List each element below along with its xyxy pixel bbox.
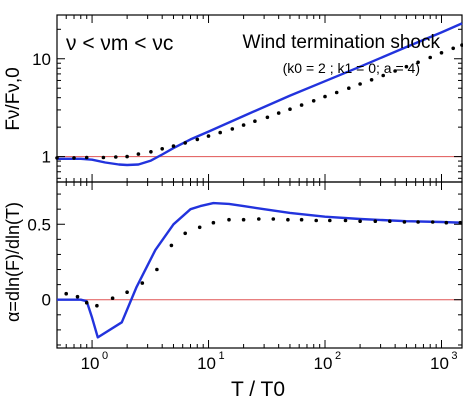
data-point	[149, 150, 153, 154]
data-point	[141, 281, 145, 285]
data-point	[328, 219, 332, 223]
data-point	[257, 217, 261, 221]
data-point	[253, 119, 257, 123]
data-point	[72, 156, 76, 160]
data-point	[172, 144, 176, 148]
data-point	[114, 155, 118, 159]
y-tick-label: 0.5	[27, 215, 51, 234]
data-point	[125, 290, 129, 294]
bottom-panel-ticks	[57, 182, 462, 348]
data-point	[64, 292, 68, 296]
data-point	[403, 220, 407, 224]
data-point	[272, 217, 276, 221]
data-point	[344, 219, 348, 223]
data-point	[111, 296, 115, 300]
data-point	[227, 218, 231, 222]
model-curve-line	[57, 203, 462, 337]
x-axis-label: T / T0	[231, 378, 285, 401]
x-tick-exponent: 0	[102, 350, 108, 362]
data-point	[288, 107, 292, 111]
top-y-tick-labels: 1 10	[32, 50, 51, 167]
data-point	[160, 147, 164, 151]
data-point	[358, 82, 362, 86]
data-point	[416, 220, 420, 224]
x-tick-exponent: 3	[451, 350, 457, 362]
data-point	[55, 156, 59, 160]
data-point	[183, 232, 187, 236]
data-point	[137, 152, 141, 156]
x-tick-labels: 10 0 10 1 10 2 10 3	[81, 350, 458, 373]
data-point	[231, 127, 235, 131]
frequency-regime-annotation: ν < νm < νc	[66, 32, 173, 55]
data-point	[95, 304, 99, 308]
chart-title: Wind termination shock	[243, 32, 441, 53]
data-point	[218, 131, 222, 135]
top-y-axis-label: Fν/Fν,0	[3, 67, 24, 130]
data-point	[388, 219, 392, 223]
data-point	[451, 47, 455, 51]
data-point	[125, 155, 129, 159]
data-point	[207, 134, 211, 138]
data-point	[300, 218, 304, 222]
data-point	[170, 244, 174, 248]
data-point	[266, 116, 270, 120]
data-point	[347, 86, 351, 90]
data-point	[300, 103, 304, 107]
data-point	[183, 141, 187, 145]
x-tick-label: 10	[81, 354, 100, 373]
bottom-y-axis-label: α=dln(F)/dln(T)	[3, 202, 23, 322]
data-point	[314, 219, 318, 223]
data-point	[374, 219, 378, 223]
data-point	[102, 156, 106, 160]
data-point	[370, 78, 374, 82]
x-tick-label: 10	[430, 354, 449, 373]
data-point	[459, 221, 463, 225]
data-point	[277, 111, 281, 115]
data-point	[428, 56, 432, 60]
data-point	[431, 220, 435, 224]
data-point	[85, 301, 89, 305]
x-tick-label: 10	[197, 354, 216, 373]
data-point	[323, 95, 327, 99]
data-point	[312, 99, 316, 103]
data-point	[286, 218, 290, 222]
data-point	[155, 268, 159, 272]
bottom-panel-series	[57, 203, 462, 337]
data-point	[242, 123, 246, 127]
bottom-y-tick-labels: 00.5	[27, 215, 51, 309]
data-point	[76, 295, 80, 299]
data-point	[212, 221, 216, 225]
data-point	[335, 91, 339, 95]
chart-subtitle: (k0 = 2 ; k1 = 0; a = 4)	[283, 60, 420, 76]
data-point	[198, 226, 202, 230]
y-tick-label: 0	[42, 291, 51, 310]
x-tick-exponent: 2	[335, 350, 341, 362]
bottom-panel-frame	[57, 182, 462, 348]
data-point	[85, 156, 89, 160]
y-tick-label: 10	[32, 50, 51, 69]
data-point	[358, 219, 362, 223]
y-tick-label: 1	[42, 148, 51, 167]
data-point	[196, 138, 200, 142]
data-point	[440, 51, 444, 55]
data-point	[242, 218, 246, 222]
x-tick-label: 10	[314, 354, 333, 373]
data-point	[445, 221, 449, 225]
x-tick-exponent: 1	[218, 350, 224, 362]
